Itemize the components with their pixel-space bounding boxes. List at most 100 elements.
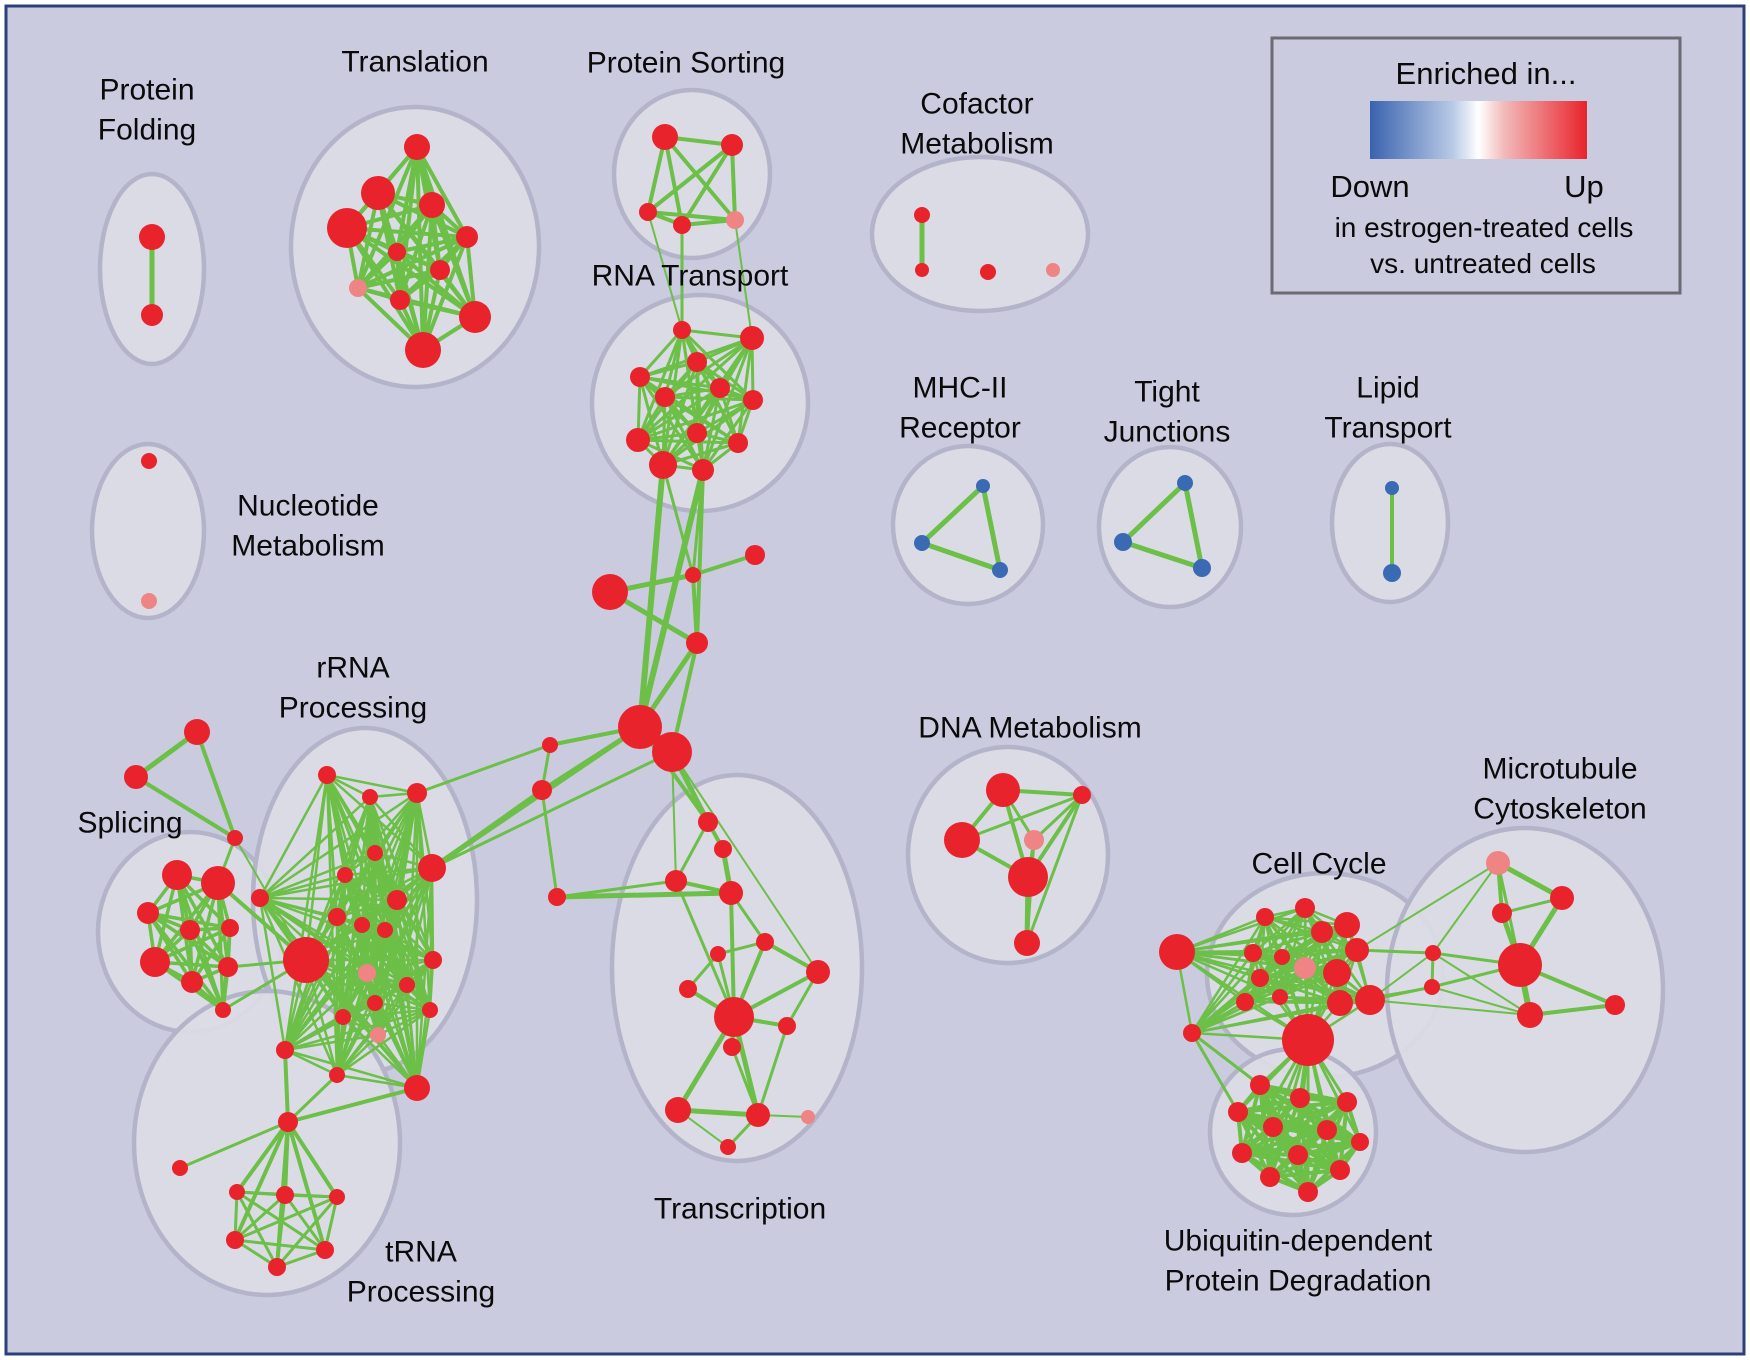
edge xyxy=(345,226,425,352)
cell-cycle-node xyxy=(1282,1014,1334,1066)
edge xyxy=(661,463,695,577)
rrna-processing-node xyxy=(387,890,407,910)
rrna-processing-node xyxy=(318,766,336,784)
edge xyxy=(636,398,755,442)
edge xyxy=(1182,480,1205,571)
sp-triangle-node xyxy=(124,765,148,789)
rna-transport-node xyxy=(728,433,748,453)
legend-subtitle-line1: in estrogen-treated cells xyxy=(1335,212,1634,243)
protein-sorting-node xyxy=(673,216,691,234)
edge xyxy=(234,837,307,961)
edge xyxy=(430,750,674,870)
edge xyxy=(134,775,237,840)
trna-processing-node xyxy=(229,1184,245,1200)
transcription-node xyxy=(723,1038,741,1056)
microtubule-label: Microtubule xyxy=(1482,753,1637,786)
ubiquitin-node xyxy=(1351,1133,1369,1151)
connectors-node xyxy=(618,705,662,749)
edge xyxy=(376,866,434,1037)
edge xyxy=(1356,862,1499,951)
ubiquitin-node xyxy=(1260,1167,1280,1187)
edge xyxy=(1303,906,1342,1005)
edge xyxy=(415,866,434,1090)
edge xyxy=(1190,906,1307,1035)
splicing-node xyxy=(181,971,203,993)
protein-folding-node xyxy=(141,304,163,326)
transcription-node xyxy=(710,946,726,962)
edge xyxy=(1251,906,1307,955)
nucleotide-metabolism-node xyxy=(141,593,157,609)
cell-cycle-node xyxy=(1327,990,1353,1016)
transcription-node xyxy=(720,1139,736,1155)
legend-gradient-bar xyxy=(1370,101,1587,159)
network-nodes xyxy=(124,124,1625,1276)
lipid-transport-node xyxy=(1385,481,1399,495)
edge xyxy=(730,143,737,222)
edge xyxy=(663,395,755,402)
rrna-processing-node xyxy=(251,889,269,907)
transcription-node xyxy=(665,870,687,892)
cell-cycle-node xyxy=(1272,989,1288,1005)
cofactor-metabolism-node xyxy=(915,263,929,277)
edge xyxy=(1025,793,1084,945)
edge xyxy=(275,1195,339,1269)
transcription-node xyxy=(679,980,697,998)
edge xyxy=(258,873,347,900)
edge xyxy=(325,773,419,795)
edge xyxy=(178,1120,290,1170)
cell-cycle-node xyxy=(1159,934,1195,970)
edge xyxy=(1190,915,1267,1035)
edge xyxy=(395,898,435,962)
dna-metabolism-node xyxy=(1008,857,1048,897)
edge xyxy=(1268,1168,1342,1179)
rna-transport-node xyxy=(626,428,650,452)
rrna-processing-node xyxy=(377,922,393,938)
edge xyxy=(233,1238,327,1252)
rrna-processing-node xyxy=(367,995,383,1011)
edge xyxy=(258,896,339,1077)
connectors-node xyxy=(745,545,765,565)
rrna-processing-label: Processing xyxy=(279,692,427,725)
edge xyxy=(674,820,710,883)
mhc-ii-receptor-label: Receptor xyxy=(899,412,1021,445)
legend-up-label: Up xyxy=(1564,169,1604,204)
protein-sorting-label: Protein Sorting xyxy=(587,47,785,80)
rrna-processing-node xyxy=(370,1027,386,1043)
edge xyxy=(415,1008,432,1090)
microtubule-node xyxy=(1517,1002,1543,1028)
translation-node xyxy=(349,279,367,297)
splicing-node xyxy=(137,902,159,924)
edge xyxy=(691,468,705,577)
trna-processing-label: tRNA xyxy=(385,1236,457,1269)
edge xyxy=(283,958,435,1052)
cofactor-metabolism-label: Cofactor xyxy=(920,88,1033,121)
edge xyxy=(638,375,705,472)
edge xyxy=(373,1001,432,1012)
splicing-node xyxy=(180,920,200,940)
edge xyxy=(415,743,552,795)
splicing-node xyxy=(221,919,239,937)
edge xyxy=(960,793,1084,842)
edge xyxy=(1432,952,1531,1016)
edge xyxy=(335,898,399,919)
edge xyxy=(258,896,409,987)
edge xyxy=(637,462,666,730)
lipid-transport-label: Transport xyxy=(1324,412,1452,445)
cell-cycle-node xyxy=(1183,1024,1201,1042)
protein-sorting-node xyxy=(726,211,744,229)
trna-processing-node xyxy=(226,1231,244,1249)
splicing-node xyxy=(162,860,192,890)
trna-processing-node xyxy=(276,1186,294,1204)
edge xyxy=(756,1024,789,1117)
splicing-node xyxy=(140,947,170,977)
translation-node xyxy=(419,192,445,218)
splicing-node xyxy=(201,866,235,900)
edge xyxy=(258,795,372,900)
edge xyxy=(430,788,544,870)
edge xyxy=(195,730,237,840)
dna-metabolism-region xyxy=(905,744,1111,966)
rrna-processing-node xyxy=(329,1067,345,1083)
edge xyxy=(675,1107,761,1118)
rrna-processing-node xyxy=(276,1041,294,1059)
edge xyxy=(283,1048,290,1124)
